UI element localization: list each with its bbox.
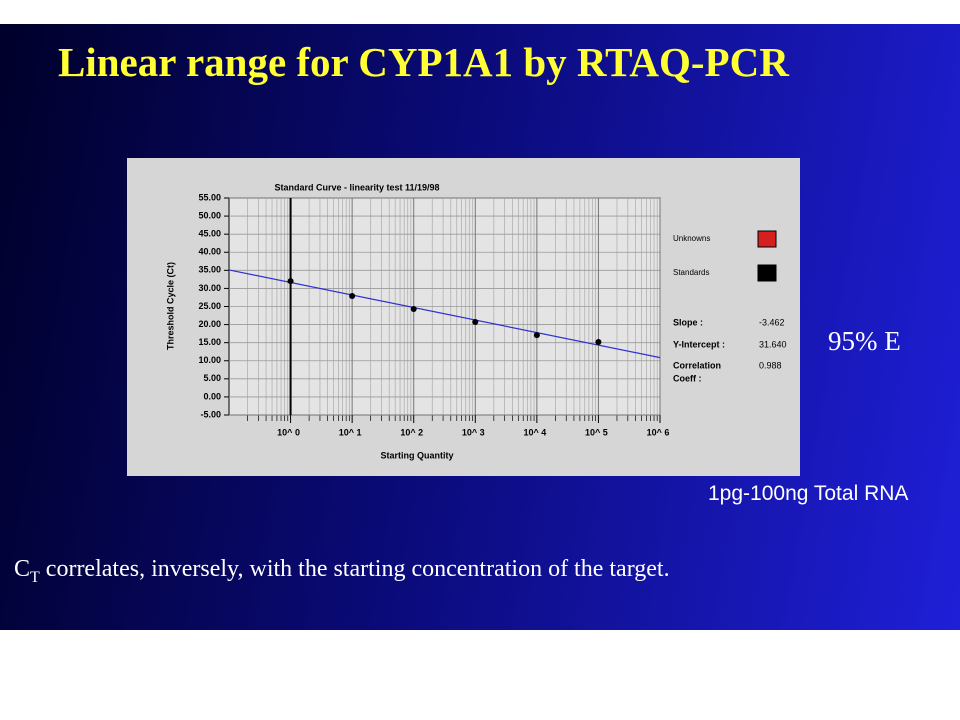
chart-title: Standard Curve - linearity test 11/19/98 xyxy=(274,182,439,192)
y-tick-label: 0.00 xyxy=(203,391,221,401)
legend-swatch xyxy=(757,230,777,248)
y-tick-label: 20.00 xyxy=(198,319,221,329)
data-point xyxy=(595,338,602,345)
x-axis-label: Starting Quantity xyxy=(380,450,453,460)
y-tick-label: -5.00 xyxy=(200,409,221,419)
stat-label: Y-Intercept : xyxy=(673,339,725,349)
ct-symbol: C xyxy=(14,556,31,582)
fit-line xyxy=(228,269,661,359)
efficiency: 95% E xyxy=(828,326,901,356)
y-tick-label: 50.00 xyxy=(198,210,221,220)
data-point xyxy=(533,332,540,339)
y-tick-label: 55.00 xyxy=(198,192,221,202)
stat-label: Slope : xyxy=(673,317,703,327)
chart: Standard Curve - linearity test 11/19/98… xyxy=(127,158,800,476)
stat-label: Correlation xyxy=(673,360,721,370)
legend-label: Standards xyxy=(673,268,709,277)
data-point xyxy=(349,293,356,300)
x-tick-label: 10^ 6 xyxy=(647,427,670,437)
y-tick-label: 10.00 xyxy=(198,355,221,365)
x-tick-label: 10^ 0 xyxy=(277,427,300,437)
data-point xyxy=(472,319,479,326)
data-point xyxy=(287,278,294,285)
x-tick-label: 10^ 3 xyxy=(462,427,485,437)
data-point xyxy=(410,306,417,313)
y-tick-label: 40.00 xyxy=(198,247,221,257)
ct-subscript: T xyxy=(30,568,40,586)
y-axis-label: Threshold Cycle (Ct) xyxy=(165,262,175,350)
legend-label: Unknowns xyxy=(673,234,710,243)
y-tick-label: 5.00 xyxy=(203,373,221,383)
stat-label: Coeff : xyxy=(673,373,702,383)
x-tick-label: 10^ 4 xyxy=(523,427,546,437)
y-tick-label: 45.00 xyxy=(198,229,221,239)
y-tick-label: 35.00 xyxy=(198,265,221,275)
stat-value: 31.640 xyxy=(759,339,787,349)
stat-value: -3.462 xyxy=(759,317,785,327)
range-note: 1pg-100ng Total RNA xyxy=(708,482,909,505)
stat-value: 0.988 xyxy=(759,360,782,370)
y-tick-label: 15.00 xyxy=(198,337,221,347)
x-tick-label: 10^ 1 xyxy=(339,427,362,437)
x-tick-label: 10^ 5 xyxy=(585,427,608,437)
y-tick-label: 30.00 xyxy=(198,283,221,293)
slide-title: Linear range for CYP1A1 by RTAQ-PCR xyxy=(58,39,789,85)
footnote: CT correlates, inversely, with the start… xyxy=(14,556,670,587)
footnote-text: correlates, inversely, with the starting… xyxy=(39,556,670,582)
legend-swatch xyxy=(757,264,777,282)
x-tick-label: 10^ 2 xyxy=(400,427,423,437)
y-tick-label: 25.00 xyxy=(198,301,221,311)
